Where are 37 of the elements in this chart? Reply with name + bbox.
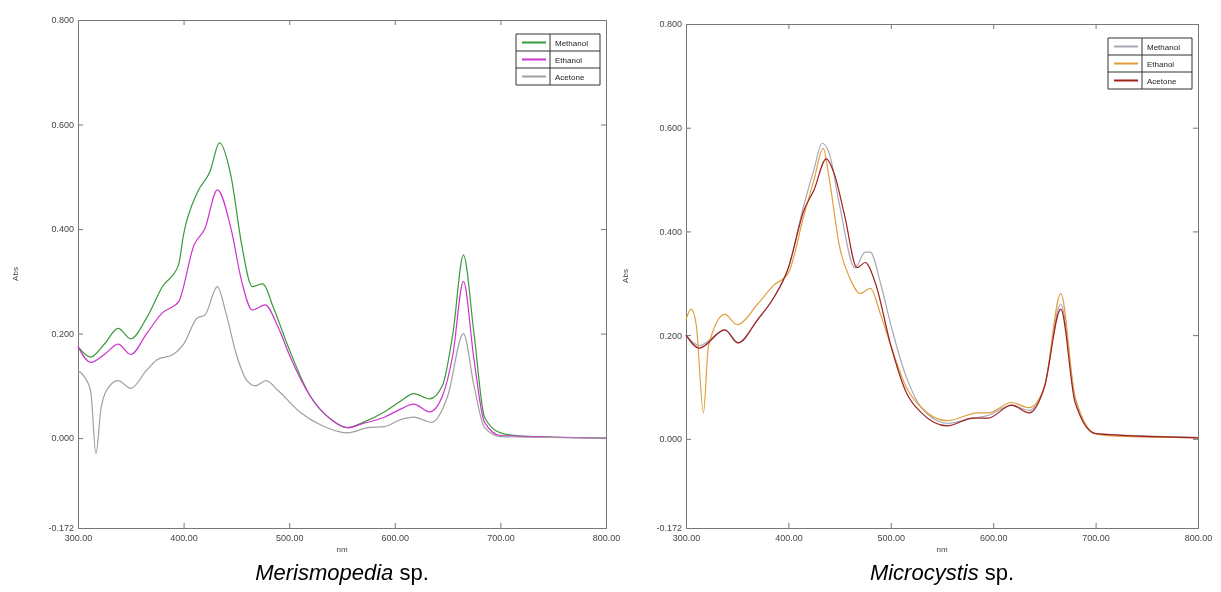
y-tick-label: -0.172 [656,523,682,534]
y-tick-label: 0.200 [51,328,74,339]
y-tick-label: 0.600 [659,123,682,134]
y-tick-label: 0.000 [659,434,682,445]
x-axis-title: nm [336,545,348,554]
x-axis-title: nm [936,545,948,554]
legend-label: Methanol [1147,42,1181,52]
y-tick-label: -0.172 [48,523,74,534]
text: Microcystis sp. [869,560,1015,585]
y-tick-label: 0.400 [51,224,74,235]
y-axis-title: Abs [11,267,20,281]
y-tick-label: 0.200 [659,330,682,341]
y-tick-label: 0.600 [51,119,74,130]
text: Merismopedia sp. [255,560,429,585]
x-tick-label: 700.00 [1082,533,1110,544]
legend-label: Ethanol [555,55,583,65]
x-tick-label: 300.00 [672,533,701,544]
y-tick-label: 0.000 [51,433,74,444]
legend-label: Acetone [1147,76,1177,86]
x-tick-label: 700.00 [487,533,515,544]
x-tick-label: 500.00 [877,533,906,544]
legend-label: Methanol [555,38,589,48]
line-series [77,285,607,455]
y-tick-label: 0.800 [51,15,74,26]
legend-label: Ethanol [1147,59,1175,69]
x-tick-label: 400.00 [775,533,803,544]
x-tick-label: 300.00 [64,533,93,544]
x-tick-label: 800.00 [592,533,621,544]
y-axis-title: Abs [621,269,630,283]
x-tick-label: 800.00 [1184,533,1213,544]
x-tick-label: 600.00 [381,533,410,544]
legend-label: Acetone [555,72,585,82]
y-tick-label: 0.400 [659,226,682,237]
y-tick-label: 0.800 [659,19,682,30]
x-tick-label: 500.00 [275,533,304,544]
x-tick-label: 400.00 [170,533,198,544]
x-tick-label: 600.00 [979,533,1008,544]
